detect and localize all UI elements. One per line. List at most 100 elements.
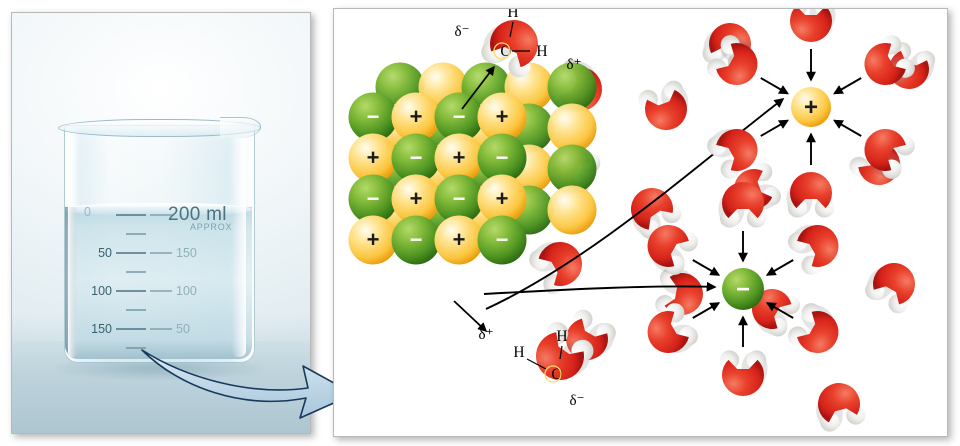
oxygen-atom bbox=[864, 43, 906, 85]
hydrated-ion-charge: + bbox=[804, 94, 818, 121]
lattice-ion: − bbox=[477, 215, 527, 265]
delta-positive-label: δ⁺ bbox=[479, 327, 494, 343]
attraction-arrow bbox=[765, 259, 794, 276]
shell-water-molecule bbox=[788, 303, 839, 353]
bond-line bbox=[509, 21, 514, 38]
graduation-row: 100 100 bbox=[64, 283, 253, 298]
ion-charge-label: − bbox=[410, 227, 423, 252]
approx-label: APPROX bbox=[190, 222, 233, 232]
graduation-row: 50 150 bbox=[64, 245, 253, 260]
oxygen-atom bbox=[647, 311, 689, 353]
cation-sphere bbox=[348, 133, 398, 183]
attraction-arrow bbox=[692, 259, 721, 276]
cation-sphere bbox=[477, 92, 527, 142]
graduation-row bbox=[64, 340, 253, 355]
oxygen-atom bbox=[797, 311, 839, 353]
graduation-tick-minor bbox=[126, 308, 146, 311]
hydrogen-label: H bbox=[556, 328, 567, 345]
lattice-ion: − bbox=[391, 133, 441, 183]
free-water-molecule bbox=[889, 41, 936, 89]
molecule-labels: H O Hδ⁻ δ⁺ H H Oδ⁺ δ⁻ bbox=[453, 9, 594, 409]
shell-water-molecule bbox=[788, 224, 839, 275]
lattice-ion: − bbox=[348, 92, 398, 142]
oxygen-atom bbox=[538, 242, 582, 286]
cation-sphere bbox=[434, 133, 484, 183]
graduation-label-left: 150 bbox=[91, 321, 112, 336]
beaker-photo-panel: 0 200 ml APPROX 50 150 100 100 150 50 bbox=[11, 12, 311, 434]
graduation-label-right: 50 bbox=[176, 321, 190, 336]
shell-water-molecule bbox=[718, 182, 767, 228]
water-surface bbox=[65, 203, 252, 216]
oxygen-atom bbox=[490, 20, 538, 68]
graduation-tick bbox=[116, 327, 146, 330]
lattice-ion: − bbox=[348, 174, 398, 224]
graduation-row: 150 50 bbox=[64, 321, 253, 336]
graduation-tick bbox=[116, 213, 146, 216]
lattice-ion: + bbox=[477, 174, 527, 224]
shell-water-molecule bbox=[864, 35, 915, 86]
graduation-tick-minor bbox=[126, 270, 146, 273]
free-water-molecule bbox=[529, 241, 582, 295]
lattice-ion: + bbox=[434, 215, 484, 265]
lattice-ion: + bbox=[391, 174, 441, 224]
cation-sphere bbox=[391, 92, 441, 142]
surface-water-molecule bbox=[481, 20, 538, 78]
oxygen-atom bbox=[818, 382, 860, 423]
graduation-row: 0 200 ml APPROX bbox=[64, 204, 253, 232]
ion-charge-label: + bbox=[410, 186, 423, 211]
lattice-ion-back bbox=[547, 144, 597, 194]
lattice-ion: + bbox=[477, 92, 527, 142]
beaker: 0 200 ml APPROX 50 150 100 100 150 50 bbox=[52, 111, 267, 381]
attraction-arrow bbox=[833, 77, 862, 95]
anion-sphere bbox=[477, 133, 527, 183]
hydrated-ion-sphere bbox=[722, 268, 764, 310]
shell-water-molecule bbox=[647, 303, 698, 354]
attraction-arrow bbox=[765, 302, 794, 319]
hydration-shells: +− bbox=[647, 9, 915, 396]
orientation-arrow bbox=[453, 300, 488, 333]
graduation-label-left: 100 bbox=[91, 283, 112, 298]
bond-line bbox=[559, 345, 563, 360]
volume-label: 200 ml bbox=[168, 204, 227, 225]
ion-charge-label: − bbox=[496, 145, 509, 170]
beaker-graduations: 0 200 ml APPROX 50 150 100 100 150 50 bbox=[64, 204, 253, 363]
lattice-ion: − bbox=[434, 92, 484, 142]
ion-charge-label: − bbox=[367, 104, 380, 129]
lattice-ion-back bbox=[547, 62, 597, 112]
lattice-front-layer: − + − + + − + − − + − + + − + − bbox=[348, 92, 527, 265]
anion-sphere bbox=[391, 215, 441, 265]
oxygen-atom bbox=[790, 172, 832, 209]
hydrogen-label: H bbox=[513, 344, 524, 361]
oxygen-label: O bbox=[551, 366, 562, 383]
anion-sphere bbox=[434, 174, 484, 224]
attraction-arrow bbox=[760, 119, 789, 137]
ion-charge-label: + bbox=[496, 104, 509, 129]
delta-negative-label: δ⁻ bbox=[455, 24, 470, 40]
oxygen-ring bbox=[493, 42, 511, 60]
oxygen-atom bbox=[864, 129, 906, 171]
hydrated-ion-charge: − bbox=[736, 276, 750, 303]
oxygen-atom bbox=[716, 129, 758, 171]
crystal-lattice: − + − + + − + − − + − + + − + − bbox=[348, 62, 597, 265]
graduation-row bbox=[64, 226, 253, 241]
glass-highlight-left bbox=[68, 129, 78, 357]
attraction-arrow bbox=[692, 302, 721, 319]
lattice-ion: − bbox=[391, 215, 441, 265]
lattice-ion: + bbox=[348, 133, 398, 183]
ion-charge-label: + bbox=[453, 145, 466, 170]
anion-sphere bbox=[434, 92, 484, 142]
graduation-label-right: 150 bbox=[176, 245, 197, 260]
lattice-ion-back bbox=[547, 185, 597, 235]
ion-charge-label: − bbox=[496, 227, 509, 252]
ion-charge-label: + bbox=[496, 186, 509, 211]
oxygen-atom bbox=[722, 182, 764, 219]
graduation-tick bbox=[150, 327, 172, 330]
delta-positive-label: δ⁺ bbox=[567, 57, 582, 73]
shell-water-molecule bbox=[719, 350, 768, 396]
cation-sphere bbox=[348, 215, 398, 265]
oxygen-atom bbox=[722, 359, 764, 396]
oxygen-label: O bbox=[500, 43, 511, 60]
graduation-label-left: 50 bbox=[98, 245, 112, 260]
shell-water-molecule bbox=[787, 9, 836, 42]
